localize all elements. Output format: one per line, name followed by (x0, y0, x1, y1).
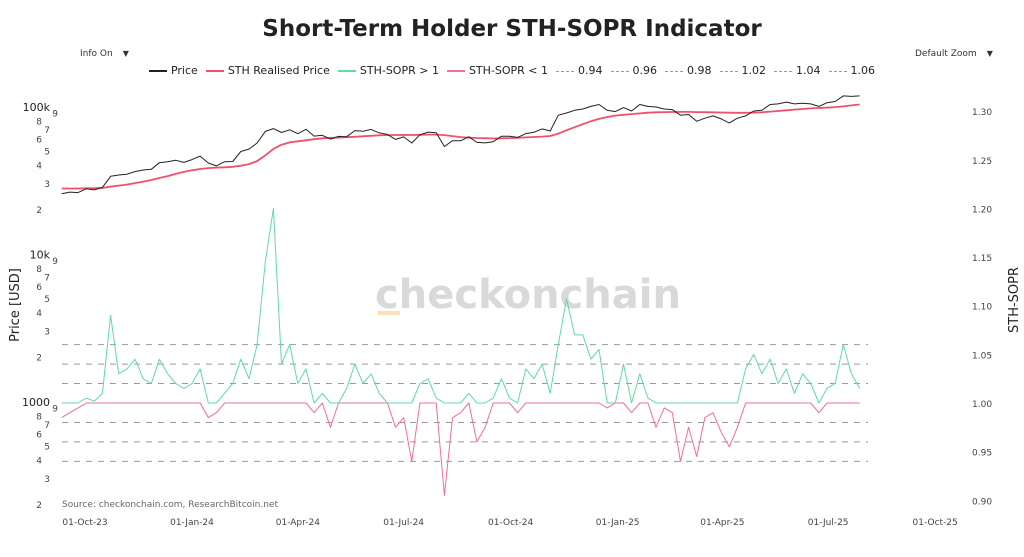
legend-label: STH-SOPR < 1 (468, 64, 549, 77)
legend-swatch (610, 70, 629, 72)
y-right-tick: 1.15 (972, 254, 992, 264)
y-right-tick: 1.10 (972, 303, 992, 313)
info-toggle-label: Info On (80, 49, 113, 59)
legend-label: 0.96 (632, 64, 658, 77)
y-left-minor-tick: 6 (36, 136, 42, 146)
legend-label: 1.06 (850, 64, 876, 77)
info-toggle-dropdown[interactable]: Info On ▼ (80, 49, 129, 59)
legend-swatch (446, 70, 465, 72)
legend-item[interactable]: 0.98 (665, 64, 712, 77)
y-left-minor-tick: 4 (36, 457, 42, 467)
legend-item[interactable]: STH Realised Price (205, 64, 330, 77)
legend-label: 0.98 (687, 64, 712, 77)
y-left-minor-tick: 5 (44, 442, 50, 452)
legend-swatch (556, 70, 575, 72)
y-left-minor-tick: 3 (44, 180, 50, 190)
legend-label: 1.04 (796, 64, 821, 77)
y-left-minor-tick: 6 (36, 431, 42, 441)
legend-label: STH-SOPR > 1 (359, 64, 439, 77)
y-left-minor-tick: 2 (36, 501, 42, 511)
y-left-minor-tick: 9 (52, 110, 58, 120)
y-left-minor-tick: 2 (36, 354, 42, 364)
x-axis-tick: 01-Jan-24 (170, 518, 214, 528)
legend-item[interactable]: 1.02 (719, 64, 767, 77)
y-left-minor-tick: 3 (44, 328, 50, 338)
legend-swatch (148, 70, 167, 72)
y-left-minor-tick: 4 (36, 162, 42, 172)
y-right-tick: 1.25 (972, 157, 992, 167)
legend-item[interactable]: 1.04 (774, 64, 821, 77)
legend: Price STH Realised Price STH-SOPR > 1 STH-S… (0, 64, 1024, 77)
triangle-down-icon: ▼ (986, 49, 993, 58)
y-left-minor-tick: 5 (44, 147, 50, 157)
legend-swatch (665, 70, 684, 72)
legend-swatch (774, 70, 793, 72)
y-right-tick: 0.95 (972, 449, 992, 459)
legend-label: 1.02 (741, 64, 767, 77)
y-left-minor-tick: 7 (44, 126, 50, 136)
legend-item[interactable]: STH-SOPR > 1 (337, 64, 439, 77)
y-left-minor-tick: 9 (52, 405, 58, 415)
legend-swatch (719, 70, 738, 72)
x-axis-tick: 01-Jan-25 (596, 518, 640, 528)
y-left-minor-tick: 2 (36, 206, 42, 216)
y-left-minor-tick: 7 (44, 421, 50, 431)
y-right-tick: 1.30 (972, 108, 992, 118)
legend-swatch (205, 70, 224, 72)
y-left-minor-tick: 8 (36, 117, 42, 127)
y-left-minor-tick: 6 (36, 283, 42, 293)
source-note: Source: checkonchain.com, ResearchBitcoi… (62, 500, 278, 510)
y-right-tick: 1.00 (972, 400, 992, 410)
legend-swatch (337, 70, 356, 72)
sth-realised-price-line (61, 103, 860, 190)
x-axis-tick: 01-Oct-24 (488, 518, 533, 528)
sopr-above-1-line (61, 207, 861, 404)
zoom-label: Default Zoom (915, 49, 977, 59)
legend-item[interactable]: 0.94 (556, 64, 603, 77)
legend-item[interactable]: Price (148, 64, 198, 77)
x-axis-tick: 01-Apr-24 (276, 518, 320, 528)
x-axis-tick: 01-Jul-25 (808, 518, 849, 528)
zoom-dropdown[interactable]: Default Zoom ▼ (915, 49, 993, 59)
y-right-tick: 1.20 (972, 205, 992, 215)
y-left-minor-tick: 8 (36, 412, 42, 422)
x-axis-tick: 01-Apr-25 (700, 518, 744, 528)
legend-item[interactable]: 0.96 (610, 64, 658, 77)
x-axis-tick: 01-Jul-24 (383, 518, 424, 528)
legend-label: 0.94 (578, 64, 603, 77)
y-left-major-tick: 10k (30, 249, 51, 262)
y-right-tick: 0.90 (972, 497, 992, 507)
chart-title: Short-Term Holder STH-SOPR Indicator (262, 16, 762, 42)
legend-swatch (828, 70, 847, 72)
y-left-label: Price [USD] (8, 268, 23, 342)
x-axis-tick: 01-Oct-23 (62, 518, 107, 528)
y-right-tick: 1.05 (972, 351, 992, 361)
y-left-major-tick: 100k (23, 101, 51, 114)
y-left-major-tick: 1000 (22, 396, 50, 409)
legend-item[interactable]: STH-SOPR < 1 (446, 64, 549, 77)
legend-label: Price (170, 64, 198, 77)
sopr-below-1-line (61, 402, 860, 496)
y-left-minor-tick: 4 (36, 309, 42, 319)
triangle-down-icon: ▼ (122, 49, 129, 58)
y-left-minor-tick: 3 (44, 475, 50, 485)
watermark-accent (378, 311, 400, 315)
legend-item[interactable]: 1.06 (828, 64, 876, 77)
x-axis-tick: 01-Oct-25 (913, 518, 958, 528)
y-left-minor-tick: 9 (52, 257, 58, 267)
y-right-label: STH-SOPR (1007, 267, 1022, 333)
legend-label: STH Realised Price (227, 64, 330, 77)
y-left-minor-tick: 7 (44, 273, 50, 283)
y-left-minor-tick: 8 (36, 265, 42, 275)
price-line (61, 95, 860, 195)
y-left-minor-tick: 5 (44, 295, 50, 305)
watermark: checkonchain (375, 272, 681, 318)
